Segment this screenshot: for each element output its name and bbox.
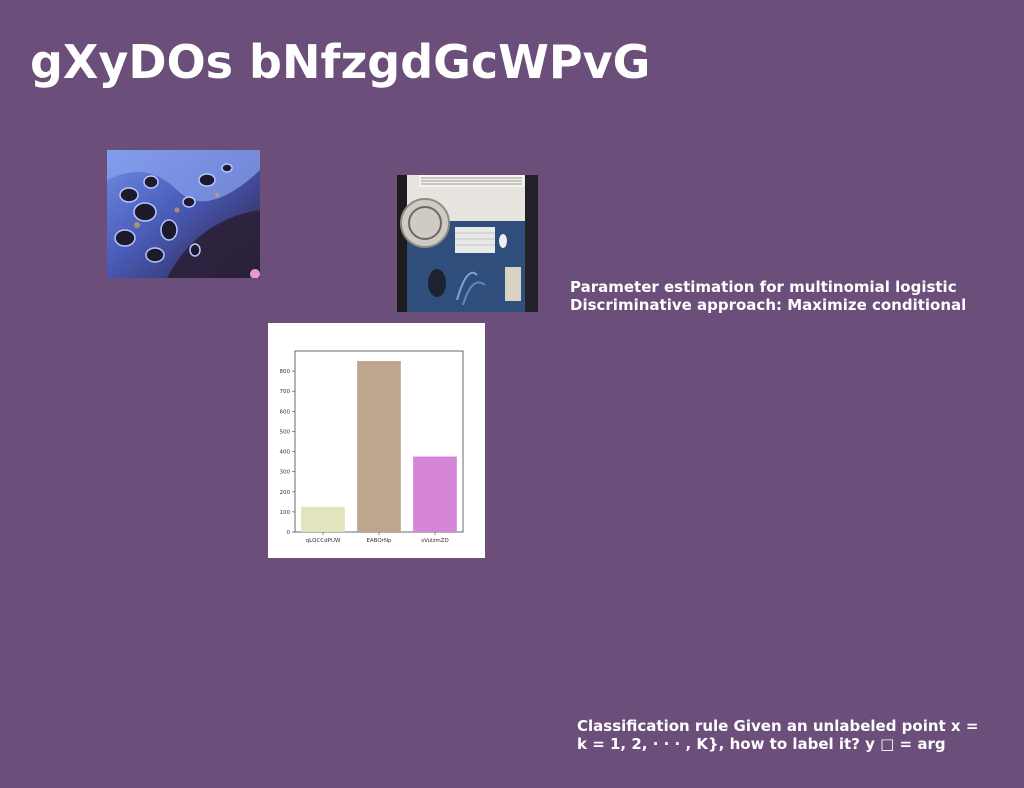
bar-chart: 0 100 200 300 400 500 600 700 800 qLQCCdPUW EABOr… <box>268 323 485 558</box>
x-tick-label: qLQCCdPUW <box>306 538 341 544</box>
text-line: Discriminative approach: Maximize condit… <box>570 296 967 314</box>
x-tick-label: EABOrNp <box>366 538 392 544</box>
y-tick-label: 0 <box>287 530 291 536</box>
y-tick-label: 700 <box>280 389 291 395</box>
desk-overhead-photo <box>397 175 538 312</box>
y-tick-label: 100 <box>280 510 291 516</box>
text-line: k = 1, 2, · · · , K}, how to label it? y… <box>577 735 946 753</box>
bar-sVuizmZD <box>413 456 457 532</box>
text-block-parameter-estimation: Parameter estimation for multinomial log… <box>570 278 966 314</box>
y-tick-label: 800 <box>280 369 291 375</box>
x-tick-label: sVuizmZD <box>421 538 449 544</box>
text-line: Classification rule Given an unlabeled p… <box>577 717 979 735</box>
bar-EABOrNp <box>357 361 401 532</box>
y-tick-label: 500 <box>280 429 291 435</box>
y-tick-label: 200 <box>280 490 291 496</box>
y-tick-label: 400 <box>280 450 291 456</box>
y-tick-label: 600 <box>280 409 291 415</box>
text-line: Parameter estimation for multinomial log… <box>570 278 957 296</box>
slide-title: gXyDOs bNfzgdGcWPvG <box>30 35 651 89</box>
y-tick-label: 300 <box>280 470 291 476</box>
bar-qLQCCdPUW <box>301 506 345 532</box>
abstract-marble-image <box>107 150 260 278</box>
text-block-classification-rule: Classification rule Given an unlabeled p… <box>577 717 978 753</box>
